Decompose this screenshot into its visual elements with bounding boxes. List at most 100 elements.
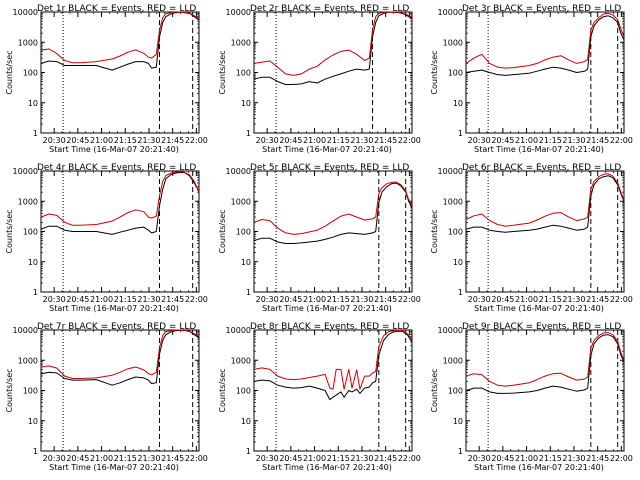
x-axis-label: Start Time (16-Mar-07 20:21:40) xyxy=(474,304,604,313)
x-tick-label: 21:00 xyxy=(303,136,326,145)
y-tick-label: 100 xyxy=(448,387,463,396)
y-tick-label: 100 xyxy=(23,69,38,78)
x-tick-label: 22:00 xyxy=(398,295,421,304)
chart-det1r: Det 1r BLACK = Events, RED = LLD 1 10 100 10… xyxy=(5,4,208,154)
y-tick-label: 10000 xyxy=(13,8,38,17)
y-tick-label: 1000 xyxy=(231,197,251,206)
series-events xyxy=(465,15,625,76)
y-tick-label: 100 xyxy=(23,387,38,396)
x-tick-label: 21:15 xyxy=(327,136,350,145)
y-tick-label: 1 xyxy=(33,129,38,138)
y-tick-label: 1 xyxy=(246,129,251,138)
x-tick-label: 22:00 xyxy=(185,454,208,463)
y-tick-label: 10 xyxy=(28,417,38,426)
y-axis-label: Counts/sec xyxy=(5,368,14,412)
x-tick-label: 21:15 xyxy=(114,136,137,145)
x-tick-label: 22:00 xyxy=(185,295,208,304)
y-tick-label: 10 xyxy=(453,99,463,108)
x-tick-label: 20:30 xyxy=(468,136,491,145)
y-axis-label: Counts/sec xyxy=(5,50,14,94)
x-axis-label: Start Time (16-Mar-07 20:21:40) xyxy=(474,463,604,472)
x-tick-label: 20:45 xyxy=(66,454,89,463)
x-tick-label: 21:30 xyxy=(350,295,373,304)
x-tick-label: 21:00 xyxy=(515,295,538,304)
series-lld xyxy=(253,329,413,390)
series-events xyxy=(40,171,200,235)
x-tick-label: 21:45 xyxy=(161,454,184,463)
x-tick-label: 20:30 xyxy=(256,136,279,145)
y-tick-label: 1000 xyxy=(231,38,251,47)
x-tick-label: 21:00 xyxy=(90,136,113,145)
chart-title: Det 1r BLACK = Events, RED = LLD xyxy=(37,4,196,14)
x-axis-label: Start Time (16-Mar-07 20:21:40) xyxy=(262,463,392,472)
series-lld xyxy=(40,171,200,226)
x-tick-label: 21:30 xyxy=(350,454,373,463)
y-tick-label: 1 xyxy=(246,447,251,456)
plot-frame xyxy=(465,170,625,293)
x-tick-label: 20:30 xyxy=(256,454,279,463)
y-tick-label: 1000 xyxy=(18,38,38,47)
x-tick-label: 21:30 xyxy=(137,136,160,145)
x-tick-label: 20:30 xyxy=(468,454,491,463)
plot-frame xyxy=(253,11,413,134)
plot-frame xyxy=(40,329,200,452)
y-tick-label: 1000 xyxy=(443,356,463,365)
y-tick-label: 10 xyxy=(241,99,251,108)
series-lld xyxy=(465,332,625,387)
y-axis-label: Counts/sec xyxy=(430,368,439,412)
series-lld xyxy=(40,11,200,64)
x-tick-label: 21:45 xyxy=(586,136,609,145)
y-tick-label: 1000 xyxy=(18,197,38,206)
x-tick-label: 20:45 xyxy=(279,136,302,145)
chart-title: Det 8r BLACK = Events, RED = LLD xyxy=(250,322,409,332)
series-events xyxy=(253,330,413,401)
x-tick-label: 21:45 xyxy=(374,454,397,463)
y-tick-label: 10000 xyxy=(13,326,38,335)
x-tick-label: 20:30 xyxy=(43,136,66,145)
chart-title: Det 5r BLACK = Events, RED = LLD xyxy=(250,163,409,173)
series-events xyxy=(253,182,413,244)
y-axis-label: Counts/sec xyxy=(5,209,14,253)
x-tick-label: 22:00 xyxy=(610,295,633,304)
y-tick-label: 1 xyxy=(33,447,38,456)
chart-det8r: Det 8r BLACK = Events, RED = LLD 1 10 100 10… xyxy=(218,322,421,472)
y-tick-label: 10000 xyxy=(438,326,463,335)
y-tick-label: 100 xyxy=(448,228,463,237)
x-tick-label: 21:15 xyxy=(327,454,350,463)
x-tick-label: 21:00 xyxy=(90,454,113,463)
y-tick-label: 10000 xyxy=(438,167,463,176)
x-tick-label: 20:30 xyxy=(468,295,491,304)
series-lld xyxy=(253,11,413,76)
x-tick-label: 20:30 xyxy=(43,295,66,304)
x-tick-label: 20:45 xyxy=(66,295,89,304)
x-tick-label: 21:30 xyxy=(137,295,160,304)
y-tick-label: 10000 xyxy=(226,326,251,335)
chart-det7r: Det 7r BLACK = Events, RED = LLD 1 10 100 10… xyxy=(5,322,208,472)
x-tick-label: 21:30 xyxy=(562,295,585,304)
series-events xyxy=(253,11,413,85)
x-tick-label: 22:00 xyxy=(185,136,208,145)
x-tick-label: 20:30 xyxy=(256,295,279,304)
chart-det4r: Det 4r BLACK = Events, RED = LLD 1 10 100 10… xyxy=(5,163,208,313)
y-axis-label: Counts/sec xyxy=(430,50,439,94)
x-tick-label: 22:00 xyxy=(398,454,421,463)
y-axis-label: Counts/sec xyxy=(430,209,439,253)
x-tick-label: 21:30 xyxy=(350,136,373,145)
x-tick-label: 21:30 xyxy=(562,136,585,145)
x-tick-label: 20:45 xyxy=(491,295,514,304)
x-tick-label: 21:45 xyxy=(161,295,184,304)
y-tick-label: 1000 xyxy=(443,38,463,47)
y-tick-label: 100 xyxy=(236,69,251,78)
series-events xyxy=(465,175,625,233)
y-tick-label: 1000 xyxy=(18,356,38,365)
chart-title: Det 3r BLACK = Events, RED = LLD xyxy=(462,4,621,14)
chart-title: Det 6r BLACK = Events, RED = LLD xyxy=(462,163,621,173)
x-axis-label: Start Time (16-Mar-07 20:21:40) xyxy=(49,463,179,472)
y-tick-label: 1000 xyxy=(443,197,463,206)
y-tick-label: 1 xyxy=(458,129,463,138)
chart-title: Det 7r BLACK = Events, RED = LLD xyxy=(37,322,196,332)
x-tick-label: 22:00 xyxy=(398,136,421,145)
x-axis-label: Start Time (16-Mar-07 20:21:40) xyxy=(49,304,179,313)
x-axis-label: Start Time (16-Mar-07 20:21:40) xyxy=(474,145,604,154)
y-tick-label: 10000 xyxy=(226,167,251,176)
